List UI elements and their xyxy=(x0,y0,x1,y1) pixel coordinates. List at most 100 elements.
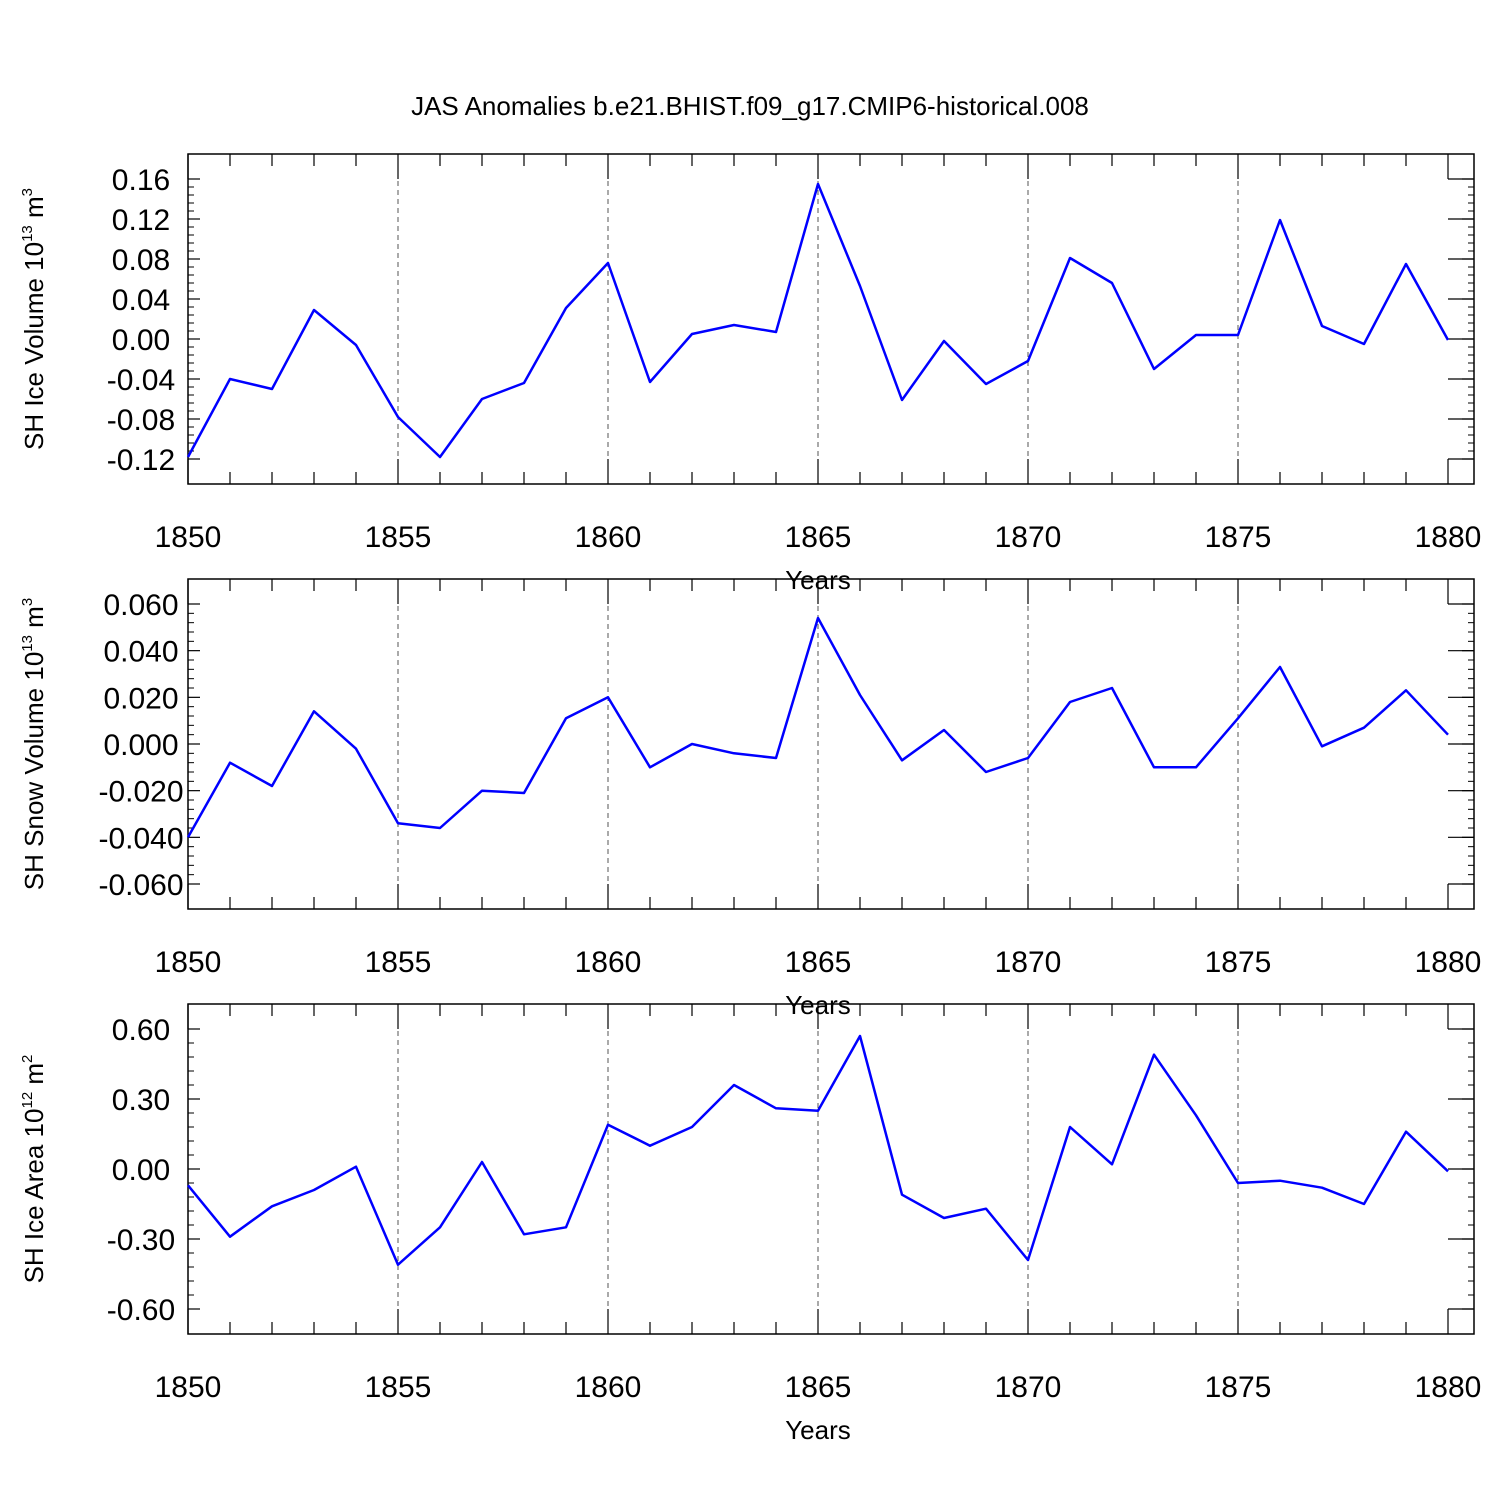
data-point xyxy=(648,380,653,385)
y-tick-label: 0.00 xyxy=(112,1154,170,1187)
y-tick-label: 0.060 xyxy=(103,589,178,622)
data-point xyxy=(606,1122,611,1127)
y-tick-label: -0.04 xyxy=(107,364,175,397)
ice-area-ylabel-unit: m xyxy=(19,1063,49,1092)
data-point xyxy=(564,716,569,721)
data-point xyxy=(186,835,191,840)
data-point xyxy=(354,1164,359,1169)
data-point xyxy=(858,693,863,698)
data-point xyxy=(186,1183,191,1188)
x-tick-label: 1855 xyxy=(365,946,432,979)
data-point xyxy=(1110,686,1115,691)
data-point xyxy=(984,382,989,387)
y-tick-label: -0.060 xyxy=(98,869,183,902)
ice-volume-series-line xyxy=(186,182,1450,459)
data-point xyxy=(480,397,485,402)
data-point xyxy=(228,377,233,382)
panel-snow-volume: -0.060 -0.040 -0.020 0.000 0.020 0.040 0.060 1… xyxy=(19,578,1482,1020)
x-tick-label: 1870 xyxy=(995,1371,1062,1404)
data-point xyxy=(774,330,779,335)
y-tick-label: -0.08 xyxy=(107,404,175,437)
data-point xyxy=(480,1160,485,1165)
x-tick-label: 1850 xyxy=(155,946,222,979)
x-tick-label: 1855 xyxy=(365,1371,432,1404)
data-point xyxy=(396,415,401,420)
ice-volume-y-axis-title: SH Ice Volume 1013 m3 xyxy=(19,188,49,450)
snow-volume-ylabel-unit: m xyxy=(19,606,49,635)
ice-area-x-axis-title: Years xyxy=(785,1415,851,1445)
data-point xyxy=(1236,333,1241,338)
data-point xyxy=(312,1188,317,1193)
panel-ice-volume-grid xyxy=(397,154,1239,484)
y-tick-label: 0.12 xyxy=(112,204,170,237)
data-point xyxy=(228,760,233,765)
panel-snow-volume-x-tick-labels: 1850 1855 1860 1865 1870 1875 1880 xyxy=(155,946,1482,979)
data-point xyxy=(1026,756,1031,761)
data-point xyxy=(942,1216,947,1221)
data-point xyxy=(1278,665,1283,670)
data-point xyxy=(900,1192,905,1197)
data-point xyxy=(732,751,737,756)
data-point xyxy=(1236,716,1241,721)
data-point xyxy=(354,343,359,348)
data-point xyxy=(1362,725,1367,730)
data-point xyxy=(858,1034,863,1039)
panel-ice-area-frame xyxy=(187,1003,1475,1335)
data-point xyxy=(690,332,695,337)
y-tick-label: 0.60 xyxy=(112,1014,170,1047)
data-point xyxy=(1068,700,1073,705)
x-tick-label: 1865 xyxy=(785,521,852,554)
data-point xyxy=(690,742,695,747)
data-point xyxy=(816,182,821,187)
data-point xyxy=(1152,765,1157,770)
panel-ice-volume: -0.12 -0.08 -0.04 0.00 0.04 0.08 0.12 0.16 1850… xyxy=(19,153,1482,595)
x-tick-label: 1880 xyxy=(1415,946,1482,979)
data-point xyxy=(522,381,527,386)
y-tick-label: 0.08 xyxy=(112,244,170,277)
ice-area-y-axis-title: SH Ice Area 1012 m2 xyxy=(19,1055,49,1284)
data-point xyxy=(1026,1258,1031,1263)
y-tick-label: 0.000 xyxy=(103,729,178,762)
x-tick-label: 1875 xyxy=(1205,1371,1272,1404)
data-point xyxy=(732,323,737,328)
y-tick-label: -0.12 xyxy=(107,444,175,477)
ice-area-series-line xyxy=(187,1034,1449,1266)
x-tick-label: 1870 xyxy=(995,521,1062,554)
data-point xyxy=(1152,1052,1157,1057)
panel-snow-volume-grid xyxy=(397,579,1239,909)
data-point xyxy=(984,1206,989,1211)
x-tick-label: 1865 xyxy=(785,1371,852,1404)
y-tick-label: 0.30 xyxy=(112,1084,170,1117)
data-point xyxy=(1194,765,1199,770)
data-point xyxy=(396,1262,401,1267)
data-point xyxy=(1194,1113,1199,1118)
panel-snow-volume-ticks xyxy=(187,579,1474,909)
snow-volume-y-axis-title: SH Snow Volume 1013 m3 xyxy=(19,598,49,890)
data-point xyxy=(1320,1185,1325,1190)
x-tick-label: 1880 xyxy=(1415,521,1482,554)
x-tick-label: 1860 xyxy=(575,946,642,979)
data-point xyxy=(522,791,527,796)
data-point xyxy=(1362,342,1367,347)
panel-ice-area-x-tick-labels: 1850 1855 1860 1865 1870 1875 1880 xyxy=(155,1371,1482,1404)
ice-volume-ylabel-unit-exp: 3 xyxy=(19,188,36,196)
data-point xyxy=(564,306,569,311)
figure-title: JAS Anomalies b.e21.BHIST.f09_g17.CMIP6-… xyxy=(411,91,1089,121)
panel-snow-volume-frame xyxy=(187,578,1475,910)
panel-ice-area: -0.60-0.300.000.300.60 1850 1855 1860 1865 1… xyxy=(19,1003,1482,1445)
data-point xyxy=(354,746,359,751)
data-point xyxy=(312,709,317,714)
data-point xyxy=(186,455,191,460)
data-point xyxy=(1068,1125,1073,1130)
data-point xyxy=(1278,218,1283,223)
x-tick-label: 1855 xyxy=(365,521,432,554)
y-tick-label: 0.16 xyxy=(112,164,170,197)
data-point xyxy=(606,695,611,700)
x-tick-label: 1875 xyxy=(1205,946,1272,979)
data-point xyxy=(1110,1162,1115,1167)
data-point xyxy=(1278,1178,1283,1183)
snow-volume-ylabel-main: SH Snow Volume 10 xyxy=(19,652,49,890)
data-point xyxy=(774,756,779,761)
